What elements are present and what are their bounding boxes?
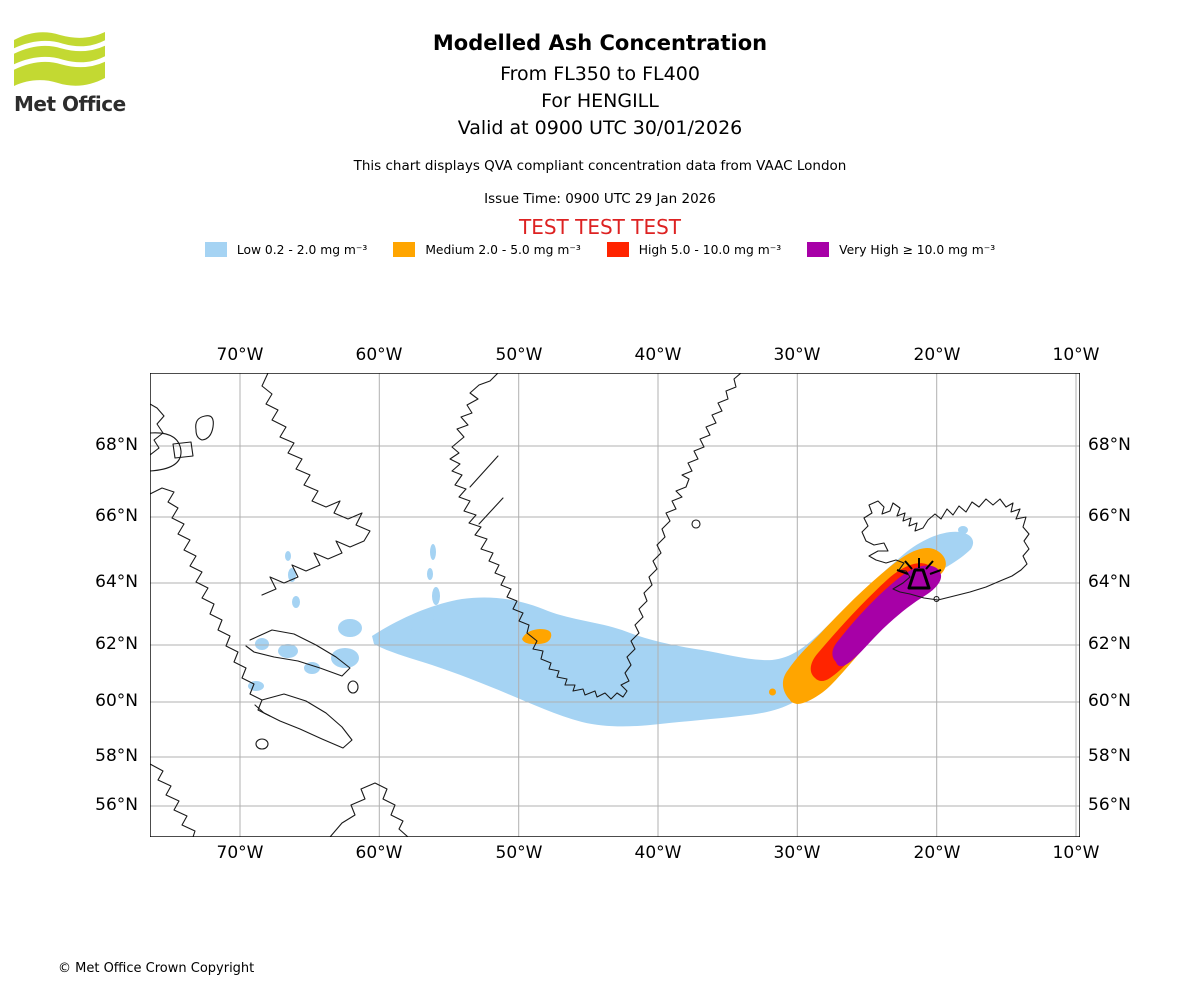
lat-label-right-66n: 66°N	[1088, 506, 1131, 526]
legend-label-very-high: Very High ≥ 10.0 mg m⁻³	[839, 242, 996, 257]
copyright-notice: © Met Office Crown Copyright	[58, 961, 255, 976]
medium-swatch-icon	[393, 242, 416, 257]
lon-label-bottom-50w: 50°W	[495, 843, 543, 863]
lon-label-bottom-60w: 60°W	[355, 843, 403, 863]
coast-small-island-1	[347, 680, 359, 694]
coast-hall-peninsula	[254, 693, 353, 749]
lon-label-bottom-70w: 70°W	[216, 843, 264, 863]
valid-time-line: Valid at 0900 UTC 30/01/2026	[457, 117, 743, 139]
coast-greenland	[449, 373, 742, 700]
legend-label-low: Low 0.2 - 2.0 mg m⁻³	[236, 242, 368, 257]
low-swatch-icon	[204, 242, 227, 257]
plume-medium-patches	[522, 629, 776, 696]
plume-very-high-polygon	[832, 565, 942, 667]
lon-label-top-10w: 10°W	[1052, 345, 1100, 365]
concentration-legend: Low 0.2 - 2.0 mg m⁻³ Medium 2.0 - 5.0 mg…	[0, 242, 1200, 257]
map-canvas	[150, 373, 1080, 837]
volcano-cone	[907, 568, 931, 590]
flight-level-line: From FL350 to FL400	[500, 63, 700, 85]
lat-label-left-66n: 66°N	[95, 506, 138, 526]
lat-label-right-64n: 64°N	[1088, 572, 1131, 592]
coast-cumberland	[245, 629, 351, 677]
lat-label-right-62n: 62°N	[1088, 634, 1131, 654]
coast-iceland	[861, 498, 1030, 601]
volcano-marker-icon	[896, 558, 942, 590]
legend-label-high: High 5.0 - 10.0 mg m⁻³	[638, 242, 782, 257]
coast-greenland-fjord-1	[469, 455, 499, 488]
lat-label-left-56n: 56°N	[95, 795, 138, 815]
graticule	[150, 373, 1080, 837]
coast-baffin-fjords	[261, 373, 371, 596]
lat-label-left-58n: 58°N	[95, 746, 138, 766]
coast-greenland-island	[691, 519, 701, 529]
lon-label-bottom-10w: 10°W	[1052, 843, 1100, 863]
coast-baffin-west	[150, 487, 271, 717]
lat-label-right-60n: 60°N	[1088, 691, 1131, 711]
met-office-wordmark: Met Office	[14, 92, 126, 116]
plume-low-polygon	[372, 531, 974, 727]
legend-item-high: High 5.0 - 10.0 mg m⁻³	[606, 242, 782, 257]
coast-greenland-fjord-2	[478, 497, 504, 525]
lat-label-left-64n: 64°N	[95, 572, 138, 592]
map-panel: 70°W 60°W 50°W 40°W 30°W 20°W 10°W 70°W …	[95, 345, 1131, 863]
coastlines	[150, 373, 1030, 837]
lon-label-top-30w: 30°W	[773, 345, 821, 365]
axis-ticks	[150, 373, 1080, 837]
coast-small-island-2	[255, 738, 269, 750]
lat-label-left-62n: 62°N	[95, 634, 138, 654]
high-swatch-icon	[606, 242, 629, 257]
legend-item-low: Low 0.2 - 2.0 mg m⁻³	[204, 242, 368, 257]
lon-label-bottom-30w: 30°W	[773, 843, 821, 863]
lon-label-top-40w: 40°W	[634, 345, 682, 365]
legend-item-medium: Medium 2.0 - 5.0 mg m⁻³	[393, 242, 581, 257]
lat-label-left-68n: 68°N	[95, 435, 138, 455]
lat-label-left-60n: 60°N	[95, 691, 138, 711]
very-high-swatch-icon	[807, 242, 830, 257]
legend-item-very-high: Very High ≥ 10.0 mg m⁻³	[807, 242, 995, 257]
map-frame	[150, 373, 1080, 837]
lon-label-bottom-20w: 20°W	[913, 843, 961, 863]
lat-label-right-56n: 56°N	[1088, 795, 1131, 815]
coast-island-ring	[195, 415, 214, 441]
volcano-line: For HENGILL	[541, 90, 659, 112]
issue-time: Issue Time: 0900 UTC 29 Jan 2026	[484, 191, 716, 207]
legend-label-medium: Medium 2.0 - 5.0 mg m⁻³	[425, 242, 581, 257]
met-office-logo: Met Office	[14, 30, 134, 116]
coast-island-box	[172, 441, 194, 459]
test-banner: TEST TEST TEST	[518, 215, 681, 239]
page-title: Modelled Ash Concentration	[432, 31, 768, 55]
compliance-note: This chart displays QVA compliant concen…	[353, 158, 847, 174]
lat-label-right-68n: 68°N	[1088, 435, 1131, 455]
volcano-spikes	[896, 558, 942, 575]
lon-label-top-60w: 60°W	[355, 345, 403, 365]
coast-arctic-lake	[150, 432, 182, 472]
coast-labrador	[329, 782, 409, 837]
coast-hudson	[150, 763, 196, 837]
lon-label-top-50w: 50°W	[495, 345, 543, 365]
met-office-logo-waves-icon	[14, 32, 105, 86]
lat-label-right-58n: 58°N	[1088, 746, 1131, 766]
lon-label-bottom-40w: 40°W	[634, 843, 682, 863]
lon-label-top-70w: 70°W	[216, 345, 264, 365]
coast-iceland-islet	[933, 595, 940, 603]
coast-arctic-corner	[150, 403, 165, 456]
lon-label-top-20w: 20°W	[913, 345, 961, 365]
